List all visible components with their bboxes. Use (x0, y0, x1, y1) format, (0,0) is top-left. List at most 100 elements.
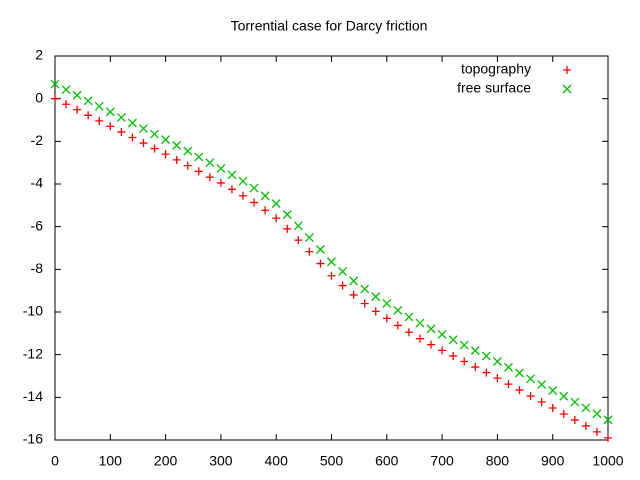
point (293, 221, 303, 231)
point (592, 427, 601, 436)
point (581, 421, 590, 430)
point (172, 140, 182, 150)
point (493, 374, 502, 383)
x-tick-label: 500 (320, 453, 344, 469)
legend-label: free surface (457, 80, 531, 96)
point (239, 191, 248, 200)
point (371, 292, 381, 302)
point (327, 257, 336, 267)
point (570, 415, 579, 424)
point (260, 191, 270, 201)
point (449, 351, 458, 360)
point (205, 158, 215, 168)
point (305, 247, 314, 256)
point (504, 362, 513, 372)
point (194, 152, 204, 162)
point (371, 307, 380, 316)
point (139, 124, 148, 133)
point (393, 321, 402, 330)
point (470, 346, 480, 356)
legend-label: topography (461, 61, 531, 77)
point (415, 334, 424, 343)
point (161, 150, 170, 159)
point (84, 111, 93, 120)
point (62, 100, 71, 109)
point (559, 391, 569, 401)
legend-marker (562, 84, 572, 94)
point (471, 363, 480, 372)
y-tick-label: 0 (35, 89, 43, 105)
point (460, 357, 469, 366)
point (216, 178, 225, 187)
y-tick-label: -4 (31, 175, 44, 191)
point (128, 133, 137, 142)
chart-title: Torrential case for Darcy friction (231, 18, 428, 34)
point (327, 271, 336, 280)
point (249, 183, 259, 193)
point (272, 214, 281, 223)
point (438, 346, 447, 355)
point (382, 299, 392, 308)
point (404, 312, 414, 322)
point (459, 340, 469, 350)
x-tick-label: 200 (154, 453, 178, 469)
point (415, 318, 425, 328)
point (261, 206, 270, 215)
point (592, 409, 602, 419)
x-tick-label: 700 (430, 453, 454, 469)
point (548, 386, 558, 395)
point (448, 335, 458, 345)
y-tick-label: -14 (23, 388, 43, 404)
point (150, 144, 159, 153)
point (515, 368, 524, 378)
point (127, 118, 137, 128)
point (570, 397, 580, 407)
point (481, 351, 491, 361)
point (338, 281, 347, 290)
point (94, 101, 104, 111)
point (382, 314, 391, 323)
y-tick-label: -2 (31, 132, 44, 148)
point (548, 404, 557, 412)
point (349, 290, 358, 299)
x-tick-label: 900 (541, 453, 565, 469)
x-tick-label: 100 (99, 453, 123, 469)
point (504, 380, 513, 389)
x-tick-label: 400 (265, 453, 289, 469)
point (150, 129, 159, 139)
point (426, 324, 436, 334)
point (393, 305, 403, 315)
point (559, 409, 568, 418)
point (194, 167, 203, 176)
point (238, 176, 248, 186)
plot-frame (54, 55, 609, 441)
point (83, 96, 93, 106)
point (294, 236, 303, 245)
point (537, 380, 547, 389)
point (73, 105, 82, 114)
point (338, 267, 348, 276)
y-tick-label: -6 (31, 217, 44, 233)
point (604, 433, 612, 442)
point (106, 122, 115, 131)
point (183, 146, 193, 156)
point (250, 198, 259, 207)
point (116, 112, 126, 122)
point (72, 90, 82, 100)
point (227, 170, 237, 180)
point (316, 259, 325, 268)
point (437, 329, 447, 339)
point (581, 403, 591, 413)
point (526, 392, 535, 401)
x-tick-label: 0 (51, 453, 59, 469)
point (427, 340, 436, 349)
point (172, 155, 181, 164)
point (360, 284, 370, 294)
point (349, 276, 359, 286)
point (515, 386, 524, 395)
point (95, 116, 104, 125)
point (492, 357, 502, 366)
point (51, 94, 59, 103)
point (105, 107, 115, 117)
